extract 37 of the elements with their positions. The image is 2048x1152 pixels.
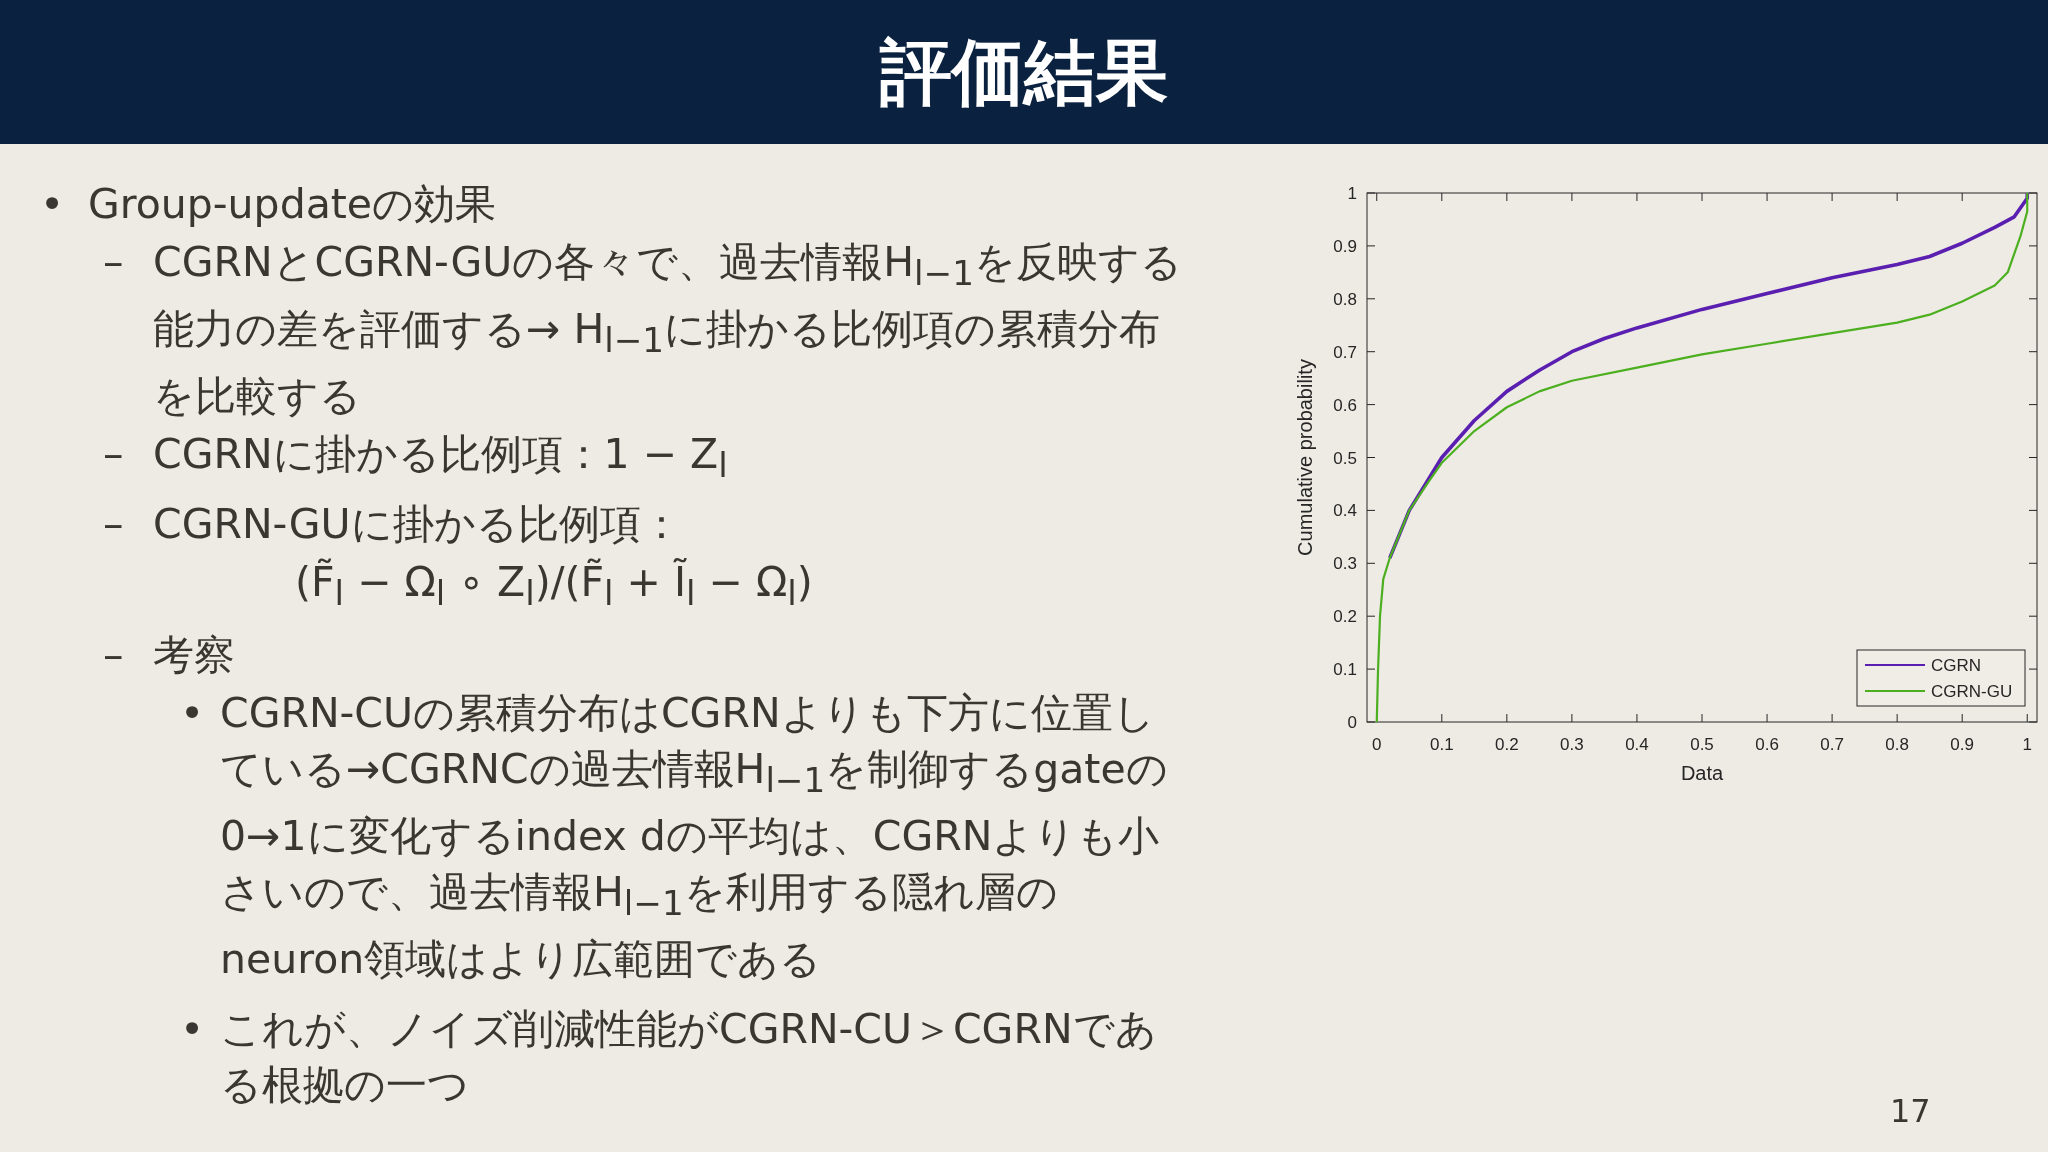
x-axis-title: Data xyxy=(1680,762,1724,784)
x-tick-label: 0.9 xyxy=(1950,735,1975,754)
x-tick-label: 0 xyxy=(1372,735,1382,754)
x-tick-label: 0.7 xyxy=(1820,735,1844,754)
chart-title: 評価結果 xyxy=(0,0,2048,144)
legend-label: CGRN-GU xyxy=(1931,682,2013,701)
text: • これが、ノイズ削減性能がCGRN-CU＞CGRNである根拠の一つ xyxy=(180,1004,1157,1110)
legend-label: CGRN xyxy=(1931,656,1982,675)
y-tick-label: 0.1 xyxy=(1333,660,1357,680)
y-tick-label: 0.9 xyxy=(1333,236,1357,256)
x-tick-label: 0.1 xyxy=(1429,735,1454,754)
y-tick-label: 1 xyxy=(1347,184,1357,203)
y-tick-label: 0 xyxy=(1347,713,1357,732)
text: – CGRNに掛かる比例項：1 − Z$_{l}$ xyxy=(103,429,728,486)
x-tick-label: 0.8 xyxy=(1885,735,1909,754)
text: (F̃$_{l}$ − Ω$_{l}$ ∘ Z$_{l}$)/(F̃$_{l}$ + Ĩ$_{l}$ − Ω$_{l}$) xyxy=(295,557,813,613)
y-axis-title: Cumulative probability xyxy=(1294,359,1316,556)
text: 17 xyxy=(1890,1091,1931,1132)
line-series xyxy=(1375,191,2029,724)
y-tick-label: 0.4 xyxy=(1333,501,1357,521)
y-tick-label: 0.2 xyxy=(1333,607,1357,627)
text: • CGRN-CUの累積分布はCGRNよりも下方に位置している→CGRNCの過去情報H$_{l−1}$を制御するgateの0→1に変化するindex dの平均は、CGRNよりも小さいので、過去情報H$_{l−1}$を利用する隠れ層のneuron領域はより広範囲である xyxy=(180,688,1168,984)
text: – CGRN-GUに掛かる比例項： xyxy=(103,498,682,550)
x-tick-label: 0.4 xyxy=(1625,735,1649,754)
y-tick-label: 0.6 xyxy=(1333,395,1357,415)
text: – 考察 xyxy=(103,629,235,681)
x-tick-label: 0.6 xyxy=(1755,735,1779,754)
text: – CGRNとCGRN-GUの各々で、過去情報H$_{l−1}$を反映する能力の差を評価する→ H$_{l−1}$に掛かる比例項の累積分布を比較する xyxy=(103,238,1182,421)
x-tick-label: 1 xyxy=(2022,735,2032,754)
y-tick-label: 0.5 xyxy=(1333,448,1357,468)
y-tick-label: 0.8 xyxy=(1333,289,1357,309)
y-tick-label: 0.3 xyxy=(1333,554,1357,574)
x-tick-label: 0.3 xyxy=(1560,735,1584,754)
text: • Group-updateの効果 xyxy=(40,179,497,230)
x-tick-label: 0.2 xyxy=(1495,735,1519,754)
x-tick-label: 0.5 xyxy=(1690,735,1714,754)
y-tick-label: 0.7 xyxy=(1333,342,1357,362)
